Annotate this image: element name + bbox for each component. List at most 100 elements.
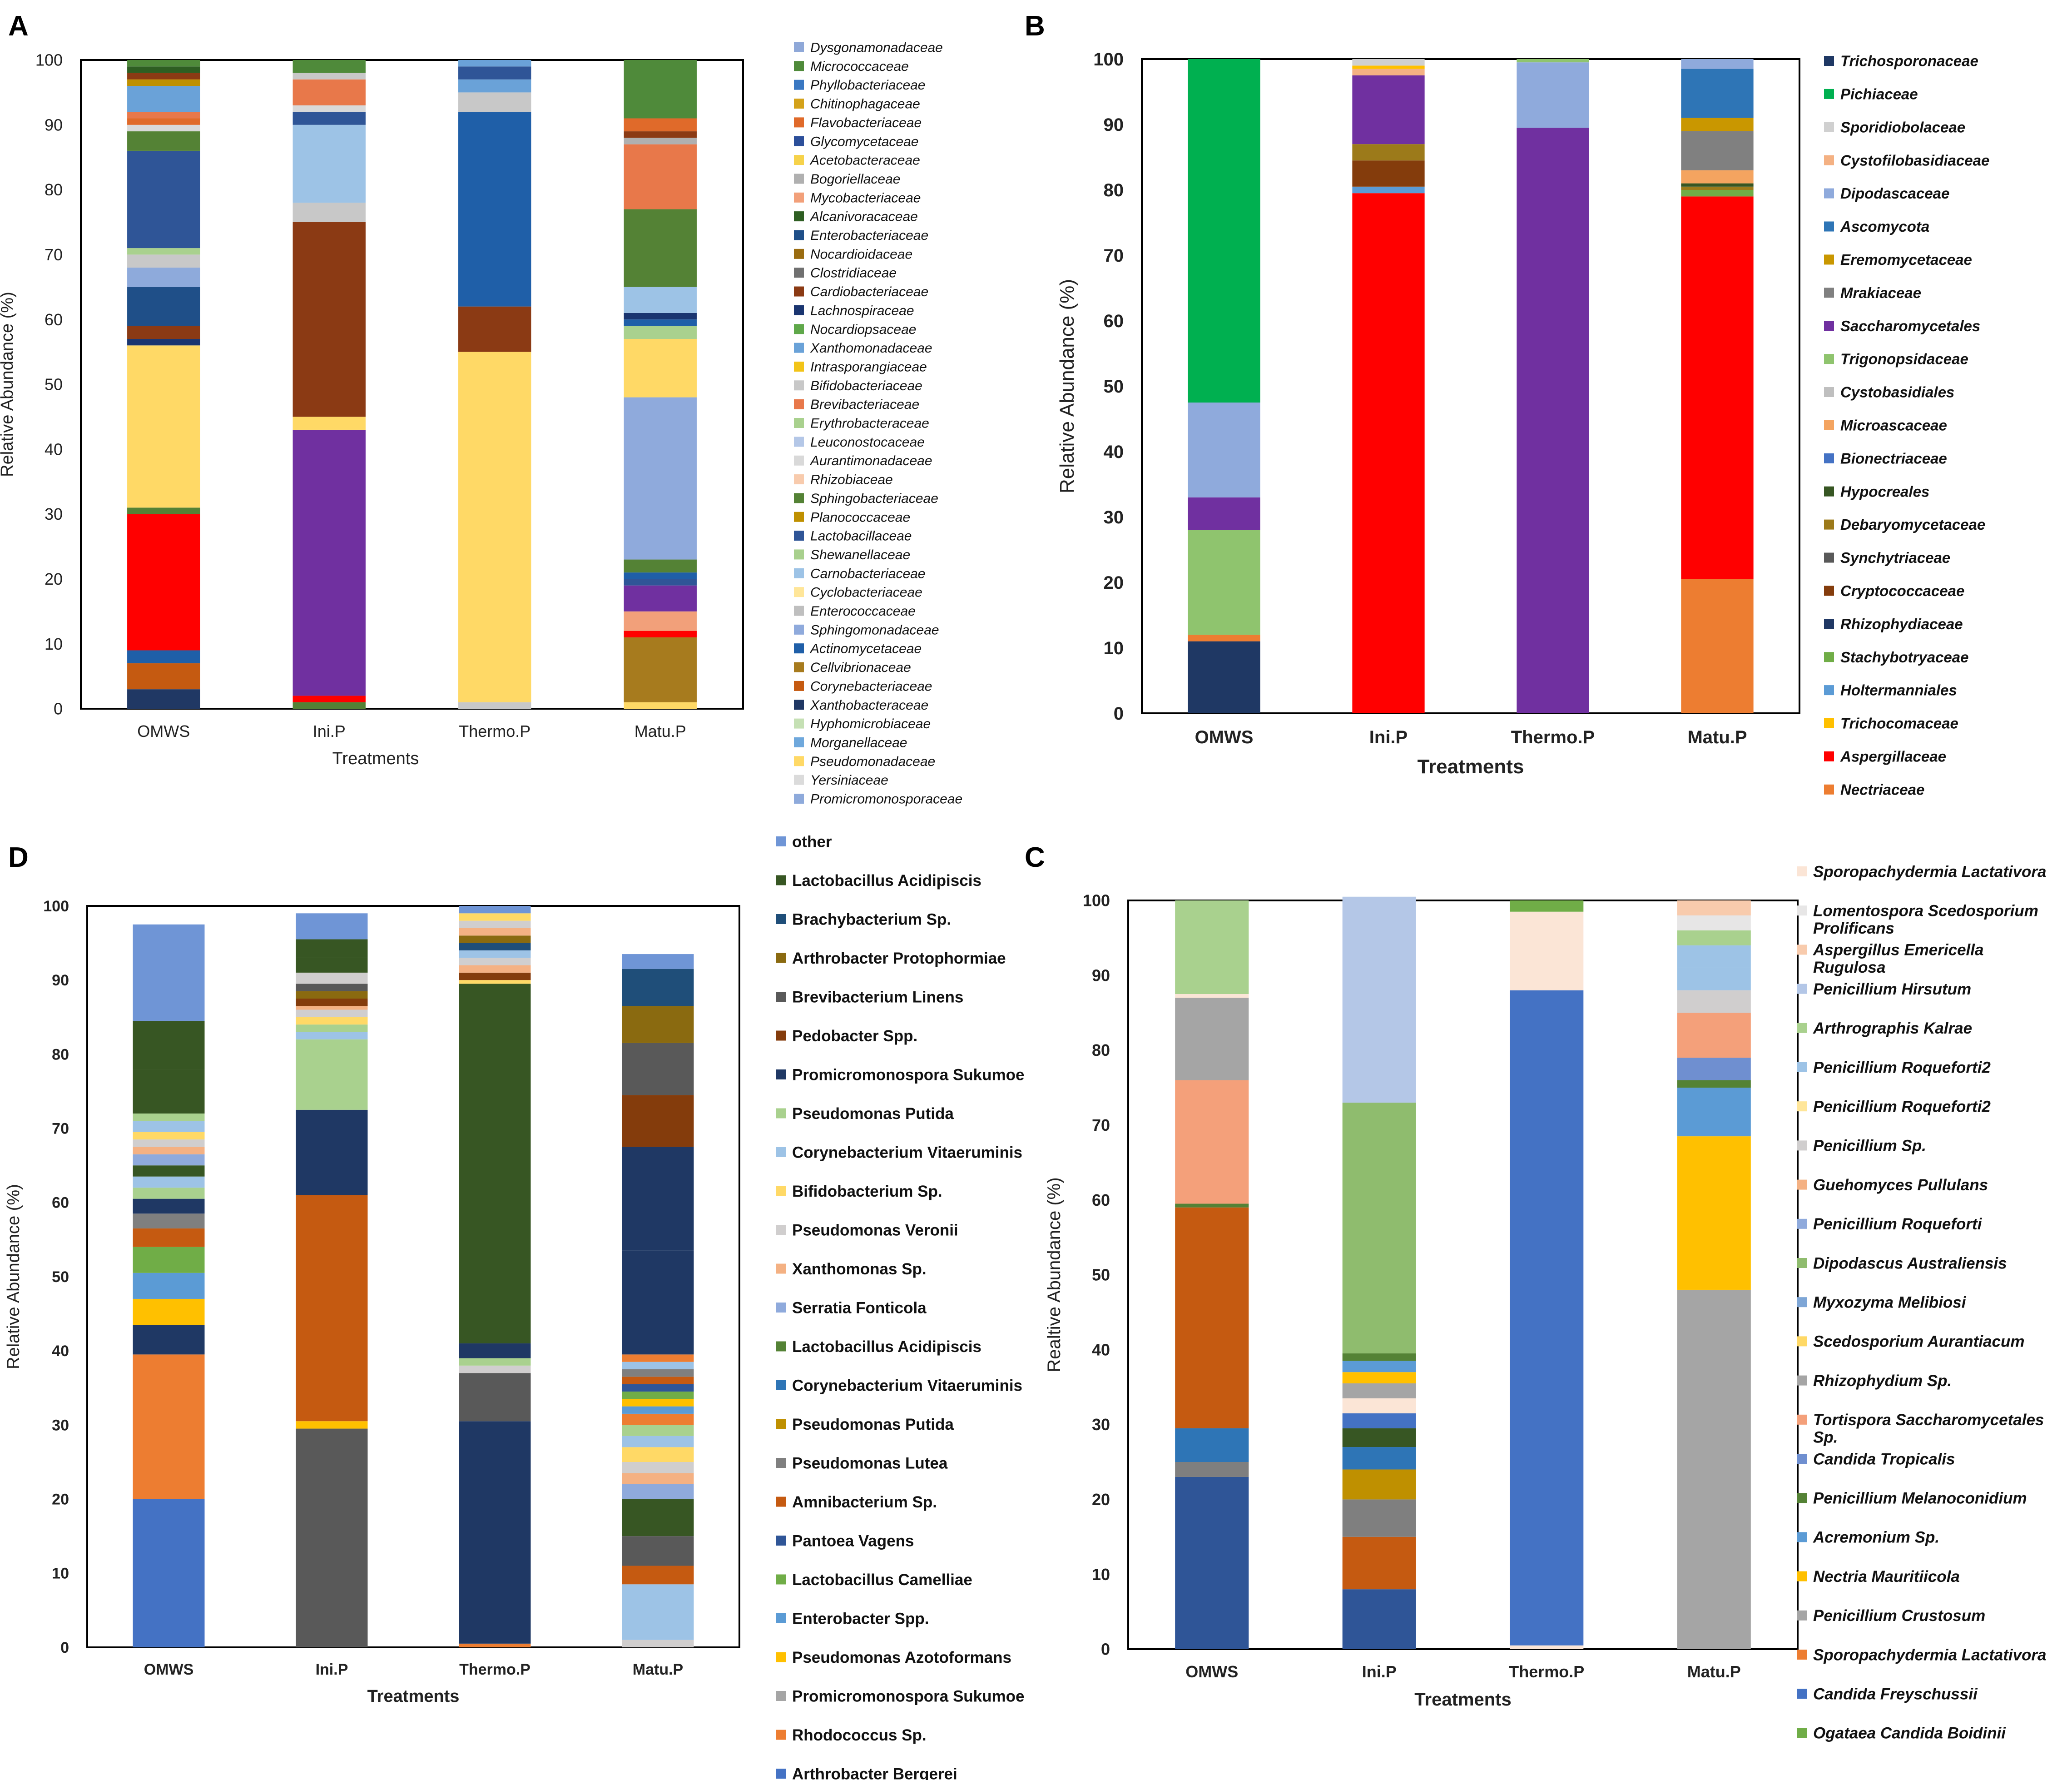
bar-segment-matu-p-brachybacterium-sp bbox=[622, 969, 694, 1006]
bar-segment-ini-p-pseudomonas-veronii bbox=[296, 972, 368, 984]
bar-segment-matu-p-promicromonospora-sukumoe bbox=[622, 1147, 694, 1251]
panel-letter-d: D bbox=[8, 842, 29, 873]
bar-segment-matu-p-acremonium-sp bbox=[1677, 1088, 1751, 1137]
legend-label: Penicillium Sp. bbox=[1813, 1137, 1926, 1155]
legend-swatch bbox=[794, 249, 804, 259]
legend-swatch bbox=[1797, 1062, 1807, 1072]
bar-segment-matu-p-actinomycetaceae bbox=[624, 572, 697, 579]
y-tick-label: 100 bbox=[43, 898, 69, 915]
legend-label: Pseudomonas Lutea bbox=[792, 1454, 948, 1472]
legend-swatch bbox=[794, 117, 804, 128]
legend-label: Mycobacteriaceae bbox=[810, 190, 921, 205]
bar-segment-ini-p-amnibacterium-sp bbox=[296, 1195, 368, 1422]
legend-label: Brevibacteriaceae bbox=[810, 397, 919, 412]
legend-swatch bbox=[776, 1225, 786, 1235]
bar-segment-matu-p-bifidobacterium-sp bbox=[622, 1447, 694, 1462]
legend-label: Morganellaceae bbox=[810, 735, 907, 750]
legend-swatch bbox=[776, 1303, 786, 1313]
y-tick-label: 10 bbox=[45, 635, 63, 653]
legend-swatch bbox=[794, 587, 804, 597]
legend-swatch bbox=[794, 268, 804, 278]
legend-swatch bbox=[1824, 321, 1834, 331]
legend-label: Shewanellaceae bbox=[810, 547, 910, 562]
legend-label: Chitinophagaceae bbox=[810, 97, 920, 112]
bar-segment-matu-p-erythrobacteraceae bbox=[624, 326, 697, 339]
y-tick-label: 90 bbox=[1092, 966, 1110, 984]
legend-swatch bbox=[776, 1419, 786, 1429]
y-tick-label: 50 bbox=[45, 375, 63, 394]
bar-segment-ini-p-candida-freyschussii bbox=[1342, 1413, 1416, 1428]
legend-label: Mrakiaceae bbox=[1840, 284, 1921, 301]
legend-swatch bbox=[794, 286, 804, 297]
legend-swatch bbox=[776, 1263, 786, 1274]
legend-swatch bbox=[794, 775, 804, 785]
bar-segment-omws-aurantimonadaceae bbox=[127, 124, 200, 132]
legend-label: Planococcaceae bbox=[810, 510, 910, 525]
y-tick-label: 30 bbox=[1092, 1415, 1110, 1434]
legend-label: Enterobacteriaceae bbox=[810, 228, 928, 243]
legend-label: Lactobacillus Acidipiscis bbox=[792, 1338, 981, 1356]
legend-label: Intrasporangiaceae bbox=[810, 359, 927, 374]
bar-segment-ini-p-pseudomonadaceae bbox=[292, 417, 366, 430]
legend-label: Ascomycota bbox=[1840, 218, 1929, 235]
legend-label: Serratia Fonticola bbox=[792, 1299, 927, 1317]
legend-label: Penicillium Roqueforti2 bbox=[1813, 1059, 1991, 1076]
bar-segment-matu-p-penicillium-roqueforti2 bbox=[1677, 945, 1751, 968]
legend-label: Cardiobacteriaceae bbox=[810, 284, 928, 299]
legend-swatch bbox=[776, 1380, 786, 1390]
legend-swatch bbox=[776, 1730, 786, 1740]
bar-segment-thermo-p-bifidobacterium-sp bbox=[459, 980, 531, 984]
legend-swatch bbox=[794, 42, 804, 52]
bar-segment-omws-trigonopsidaceae bbox=[1188, 530, 1260, 635]
legend-label: Aspergillus Emericella Rugulosa bbox=[1813, 941, 1983, 977]
bar-segment-omws-rhodococcus-sp bbox=[133, 1354, 205, 1499]
legend-label: Holtermanniales bbox=[1840, 682, 1957, 699]
legend-swatch bbox=[1797, 1375, 1807, 1386]
legend-label: Promicromonospora Sukumoe bbox=[792, 1066, 1024, 1084]
bar-segment-ini-p-penicillium-melanoconidium bbox=[1342, 1428, 1416, 1447]
legend-label: Trichocomaceae bbox=[1840, 715, 1958, 732]
legend-label: Dysgonamonadaceae bbox=[810, 40, 943, 55]
bar-segment-thermo-p-dipodascaceae bbox=[1517, 62, 1589, 128]
legend-swatch bbox=[1824, 387, 1834, 397]
legend-label: Dipodascaceae bbox=[1840, 185, 1949, 202]
legend-swatch bbox=[776, 1536, 786, 1546]
y-tick-label: 0 bbox=[54, 700, 63, 718]
legend-swatch bbox=[794, 512, 804, 522]
legend-label: Acremonium Sp. bbox=[1813, 1529, 1939, 1546]
legend-label: Nocardioidaceae bbox=[810, 247, 912, 262]
legend-label: Arthrographis Kalrae bbox=[1813, 1019, 1972, 1037]
bar-segment-ini-p-nectria-mauritiicola bbox=[1342, 1469, 1416, 1500]
y-tick-label: 20 bbox=[52, 1491, 69, 1508]
legend-swatch bbox=[776, 1341, 786, 1352]
legend-label: Ogataea Candida Boidinii bbox=[1813, 1725, 2006, 1742]
bar-segment-omws-penicillium-melanoconidium bbox=[1175, 1477, 1249, 1649]
bar-segment-omws-lactobacillus-acidipiscis bbox=[133, 1069, 205, 1114]
bar-segment-thermo-p-brevibacterium-linens bbox=[459, 1373, 531, 1422]
bar-segment-omws-brevibacteriaceae bbox=[127, 112, 200, 119]
legend-label: Bifidobacteriaceae bbox=[810, 378, 922, 393]
bar-segment-matu-p-corynebacterium-vitaeruminis bbox=[622, 1436, 694, 1447]
bar-segment-ini-p-sporopachydermia-lactativora bbox=[1342, 1398, 1416, 1413]
legend-label: Bifidobacterium Sp. bbox=[792, 1183, 942, 1200]
y-tick-label: 0 bbox=[1101, 1640, 1110, 1659]
legend-swatch bbox=[776, 1147, 786, 1157]
legend-label: Alcanivoracaceae bbox=[809, 209, 918, 224]
legend-label: Erythrobacteraceae bbox=[810, 416, 929, 431]
bar-segment-omws-pseudomonadaceae bbox=[127, 345, 200, 508]
x-tick-label: OMWS bbox=[137, 722, 190, 741]
legend-swatch bbox=[794, 549, 804, 560]
y-tick-label: 0 bbox=[1114, 704, 1124, 724]
y-tick-label: 10 bbox=[1092, 1565, 1110, 1584]
bar-segment-thermo-p-bifidobacterium-sp bbox=[459, 913, 531, 921]
bar-segment-matu-p-pseudomonas-azotoformans bbox=[622, 1399, 694, 1407]
bar-segment-omws-lactobacillus-camelliae bbox=[133, 1247, 205, 1273]
bar-segment-ini-p-penicillium-melanoconidium bbox=[1342, 1353, 1416, 1361]
legend-label: Brevibacterium Linens bbox=[792, 988, 963, 1006]
bar-segment-ini-p-promicromonospora-sukumoe bbox=[296, 1109, 368, 1195]
bar-segment-ini-p-red-unlabeled bbox=[292, 696, 366, 702]
bar-segment-matu-p-bogoriellaceae bbox=[624, 138, 697, 144]
bar-segment-matu-p-aspergillaceae bbox=[1681, 196, 1754, 579]
legend-label: Lactobacillus Acidipiscis bbox=[792, 872, 981, 890]
bar-segment-thermo-p-cardiobacteriaceae bbox=[458, 306, 531, 352]
